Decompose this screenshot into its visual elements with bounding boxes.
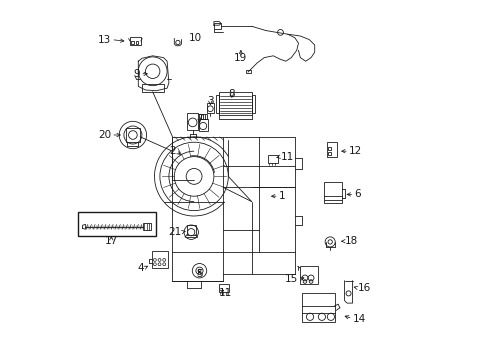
Text: 7: 7 — [196, 114, 203, 124]
Text: 3: 3 — [206, 96, 213, 106]
Bar — [186, 225, 195, 235]
Bar — [213, 23, 221, 29]
Bar — [300, 266, 317, 284]
Bar — [323, 182, 341, 203]
Bar — [186, 113, 198, 130]
Bar — [125, 128, 140, 142]
Bar — [199, 119, 207, 131]
Bar — [219, 284, 229, 292]
Text: 12: 12 — [348, 146, 362, 156]
Text: 11: 11 — [280, 152, 293, 162]
Bar — [251, 95, 254, 113]
Bar — [302, 293, 334, 322]
Bar — [142, 223, 151, 230]
Bar — [327, 147, 330, 150]
Bar — [78, 212, 155, 236]
Text: 14: 14 — [352, 314, 365, 324]
Bar — [199, 114, 206, 119]
Text: 6: 6 — [354, 189, 360, 199]
Bar — [142, 84, 163, 92]
Bar — [216, 95, 219, 113]
Bar — [206, 103, 213, 113]
Bar — [327, 152, 330, 155]
Text: 1: 1 — [278, 191, 285, 201]
Text: 16: 16 — [357, 283, 370, 293]
Bar — [131, 41, 134, 44]
Text: 4: 4 — [137, 263, 143, 273]
Text: 19: 19 — [234, 53, 247, 63]
Text: 11: 11 — [219, 288, 232, 298]
Bar — [326, 142, 337, 157]
Text: 13: 13 — [98, 35, 111, 45]
Text: 8: 8 — [228, 89, 235, 99]
Text: 5: 5 — [196, 269, 203, 279]
Text: 15: 15 — [285, 274, 298, 284]
Bar — [130, 37, 141, 45]
Bar — [246, 70, 250, 73]
Text: 2: 2 — [169, 146, 176, 156]
Text: 20: 20 — [98, 130, 111, 140]
Text: 17: 17 — [104, 236, 118, 246]
Text: 10: 10 — [188, 33, 202, 43]
Bar — [136, 41, 138, 44]
Bar — [267, 155, 277, 163]
Text: 9: 9 — [133, 69, 140, 79]
Text: 21: 21 — [168, 227, 181, 237]
Bar — [219, 92, 251, 115]
Bar — [152, 251, 168, 268]
Text: 18: 18 — [345, 236, 358, 246]
